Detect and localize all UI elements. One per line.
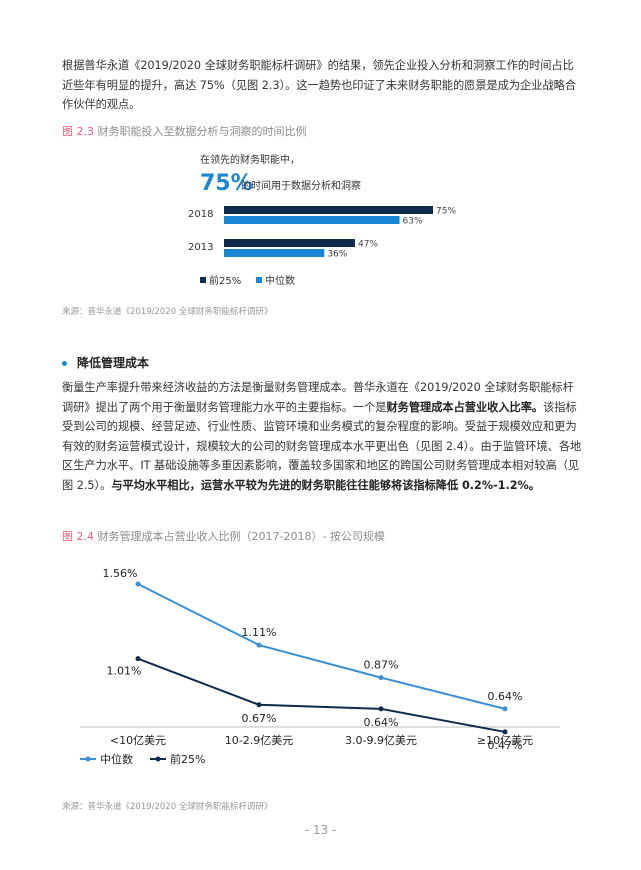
series-0-point-2 bbox=[378, 675, 384, 681]
series-0-label-3: 0.64% bbox=[488, 690, 523, 703]
series-1-label-2: 0.64% bbox=[364, 716, 399, 729]
section-paragraph-bold1: 财务管理成本占营业收入比率。 bbox=[386, 400, 544, 414]
figure-2-4-label: 图 2.4 bbox=[62, 530, 94, 543]
series-0-point-0 bbox=[135, 581, 141, 587]
series-1-point-1 bbox=[256, 702, 262, 708]
section-paragraph-part2: 该指标受到公司的规模、经营足迹、行业性质、监管环境和业务模式的复杂程度的影响。受… bbox=[62, 400, 582, 492]
figure-2-3-label: 图 2.3 bbox=[62, 125, 94, 138]
series-1-point-0 bbox=[135, 656, 141, 662]
figure-2-4-chart: <10亿美元 10-2.9亿美元 3.0-9.9亿美元 ≥10亿美元 1.56% 1.11… bbox=[80, 567, 560, 766]
legend-swatch-0 bbox=[200, 277, 206, 283]
section-paragraph: 衡量生产率提升带来经济收益的方法是衡量财务管理成本。普华永道在《2019/202… bbox=[62, 378, 582, 495]
bar-2013-series-0 bbox=[224, 239, 355, 247]
callout-line2: 的时间用于数据分析和洞察 bbox=[241, 179, 361, 192]
x-tick-label-2: 3.0-9.9亿美元 bbox=[345, 734, 417, 747]
legend-label-1: 中位数 bbox=[265, 274, 295, 287]
bar-2018-series-1 bbox=[224, 216, 400, 224]
figure-2-3-chart: 在领先的财务职能中， 75% 的时间用于数据分析和洞察 2018 75% 63% 20… bbox=[188, 153, 456, 287]
figure-2-3-source: 来源：普华永道《2019/2020 全球财务职能标杆调研》 bbox=[62, 307, 273, 317]
x-tick-label-0: <10亿美元 bbox=[110, 734, 166, 747]
bar-label-2013-series-0: 47% bbox=[358, 240, 378, 250]
figure-2-4-title: 图 2.4 财务管理成本占营业收入比例（2017-2018）- 按公司规模 bbox=[62, 528, 385, 544]
category-label-2013: 2013 bbox=[188, 242, 213, 253]
legend-label-0: 前25% bbox=[209, 274, 241, 287]
intro-paragraph: 根据普华永道《2019/2020 全球财务职能标杆调研》的结果，领先企业投入分析… bbox=[62, 59, 577, 111]
legend-marker-0 bbox=[85, 756, 91, 762]
section-heading: 降低管理成本 bbox=[62, 354, 149, 371]
x-tick-label-3: ≥10亿美元 bbox=[477, 734, 533, 747]
bar-label-2018-series-1: 63% bbox=[403, 217, 423, 227]
series-1-label-0: 1.01% bbox=[107, 665, 142, 678]
series-1-point-3 bbox=[502, 729, 508, 735]
series-0-label-1: 1.11% bbox=[242, 626, 277, 639]
series-1-label-3: 0.47% bbox=[488, 739, 523, 752]
x-tick-label-1: 10-2.9亿美元 bbox=[225, 734, 293, 747]
series-line-0 bbox=[137, 583, 506, 710]
series-0-label-2: 0.87% bbox=[364, 659, 399, 672]
legend-marker-1 bbox=[155, 756, 161, 762]
figure-2-4-caption: 财务管理成本占营业收入比例（2017-2018）- 按公司规模 bbox=[97, 530, 385, 543]
bar-label-2018-series-0: 75% bbox=[436, 207, 456, 217]
callout-line1: 在领先的财务职能中， bbox=[200, 153, 300, 166]
figure-2-4-source: 来源：普华永道《2019/2020 全球财务职能标杆调研》 bbox=[62, 802, 273, 812]
series-1-label-1: 0.67% bbox=[242, 712, 277, 725]
figure-2-3-title: 图 2.3 财务职能投入至数据分析与洞察的时间比例 bbox=[62, 123, 307, 139]
series-0-point-3 bbox=[502, 706, 508, 712]
bullet-dot bbox=[62, 361, 67, 366]
legend-swatch-1 bbox=[256, 277, 262, 283]
series-1-point-2 bbox=[378, 706, 384, 712]
legend-text-1: 前25% bbox=[170, 752, 205, 766]
series-line-1 bbox=[137, 657, 506, 733]
category-label-2018: 2018 bbox=[188, 209, 213, 220]
section-paragraph-bold2: 与平均水平相比，运营水平较为先进的财务职能往往能够将该指标降低 0.2%-1.2… bbox=[111, 478, 540, 492]
bar-2018-series-0 bbox=[224, 206, 433, 214]
legend-text-0: 中位数 bbox=[100, 752, 133, 766]
series-0-point-1 bbox=[256, 642, 262, 648]
series-0-label-0: 1.56% bbox=[103, 567, 138, 580]
bar-2013-series-1 bbox=[224, 249, 325, 257]
callout-big-percent: 75% bbox=[200, 171, 253, 196]
bar-label-2013-series-1: 36% bbox=[327, 250, 347, 260]
page-number: - 13 - bbox=[304, 823, 337, 837]
figure-2-3-caption: 财务职能投入至数据分析与洞察的时间比例 bbox=[97, 125, 307, 138]
section-heading-text: 降低管理成本 bbox=[77, 356, 150, 370]
section-paragraph-part1: 衡量生产率提升带来经济收益的方法是衡量财务管理成本。普华永道在《2019/202… bbox=[62, 381, 574, 414]
